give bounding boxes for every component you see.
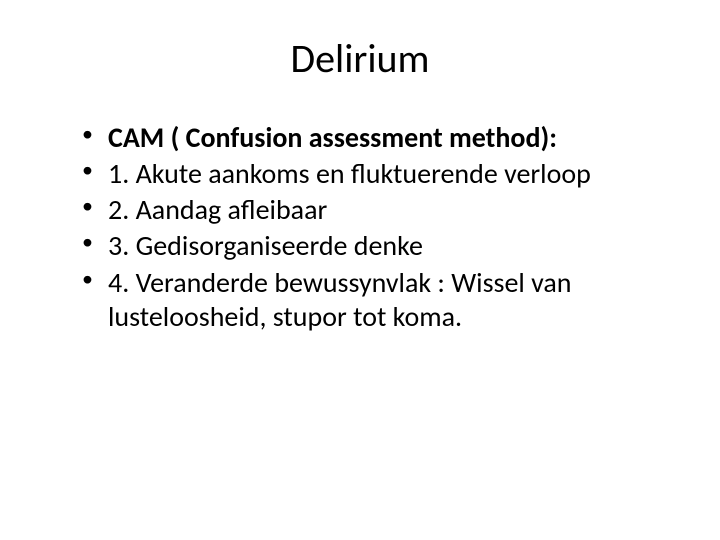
bullet-list: CAM ( Confusion assessment method): 1. A…: [40, 121, 680, 334]
slide: Delirium CAM ( Confusion assessment meth…: [0, 0, 720, 540]
bullet-text: 2. Aandag afleibaar: [108, 192, 327, 227]
list-item: 3. Gedisorganiseerde denke: [86, 229, 680, 263]
bullet-text: 1. Akute aankoms en fluktuerende verloop: [108, 156, 591, 191]
slide-title: Delirium: [40, 34, 680, 83]
bullet-text: CAM ( Confusion assessment method):: [108, 120, 557, 155]
bullet-text: 3. Gedisorganiseerde denke: [108, 228, 423, 263]
bullet-text: 4. Veranderde bewussynvlak : Wissel van …: [108, 265, 572, 334]
list-item: 2. Aandag afleibaar: [86, 193, 680, 227]
list-item: 1. Akute aankoms en fluktuerende verloop: [86, 157, 680, 191]
list-item: CAM ( Confusion assessment method):: [86, 121, 680, 155]
list-item: 4. Veranderde bewussynvlak : Wissel van …: [86, 266, 680, 334]
